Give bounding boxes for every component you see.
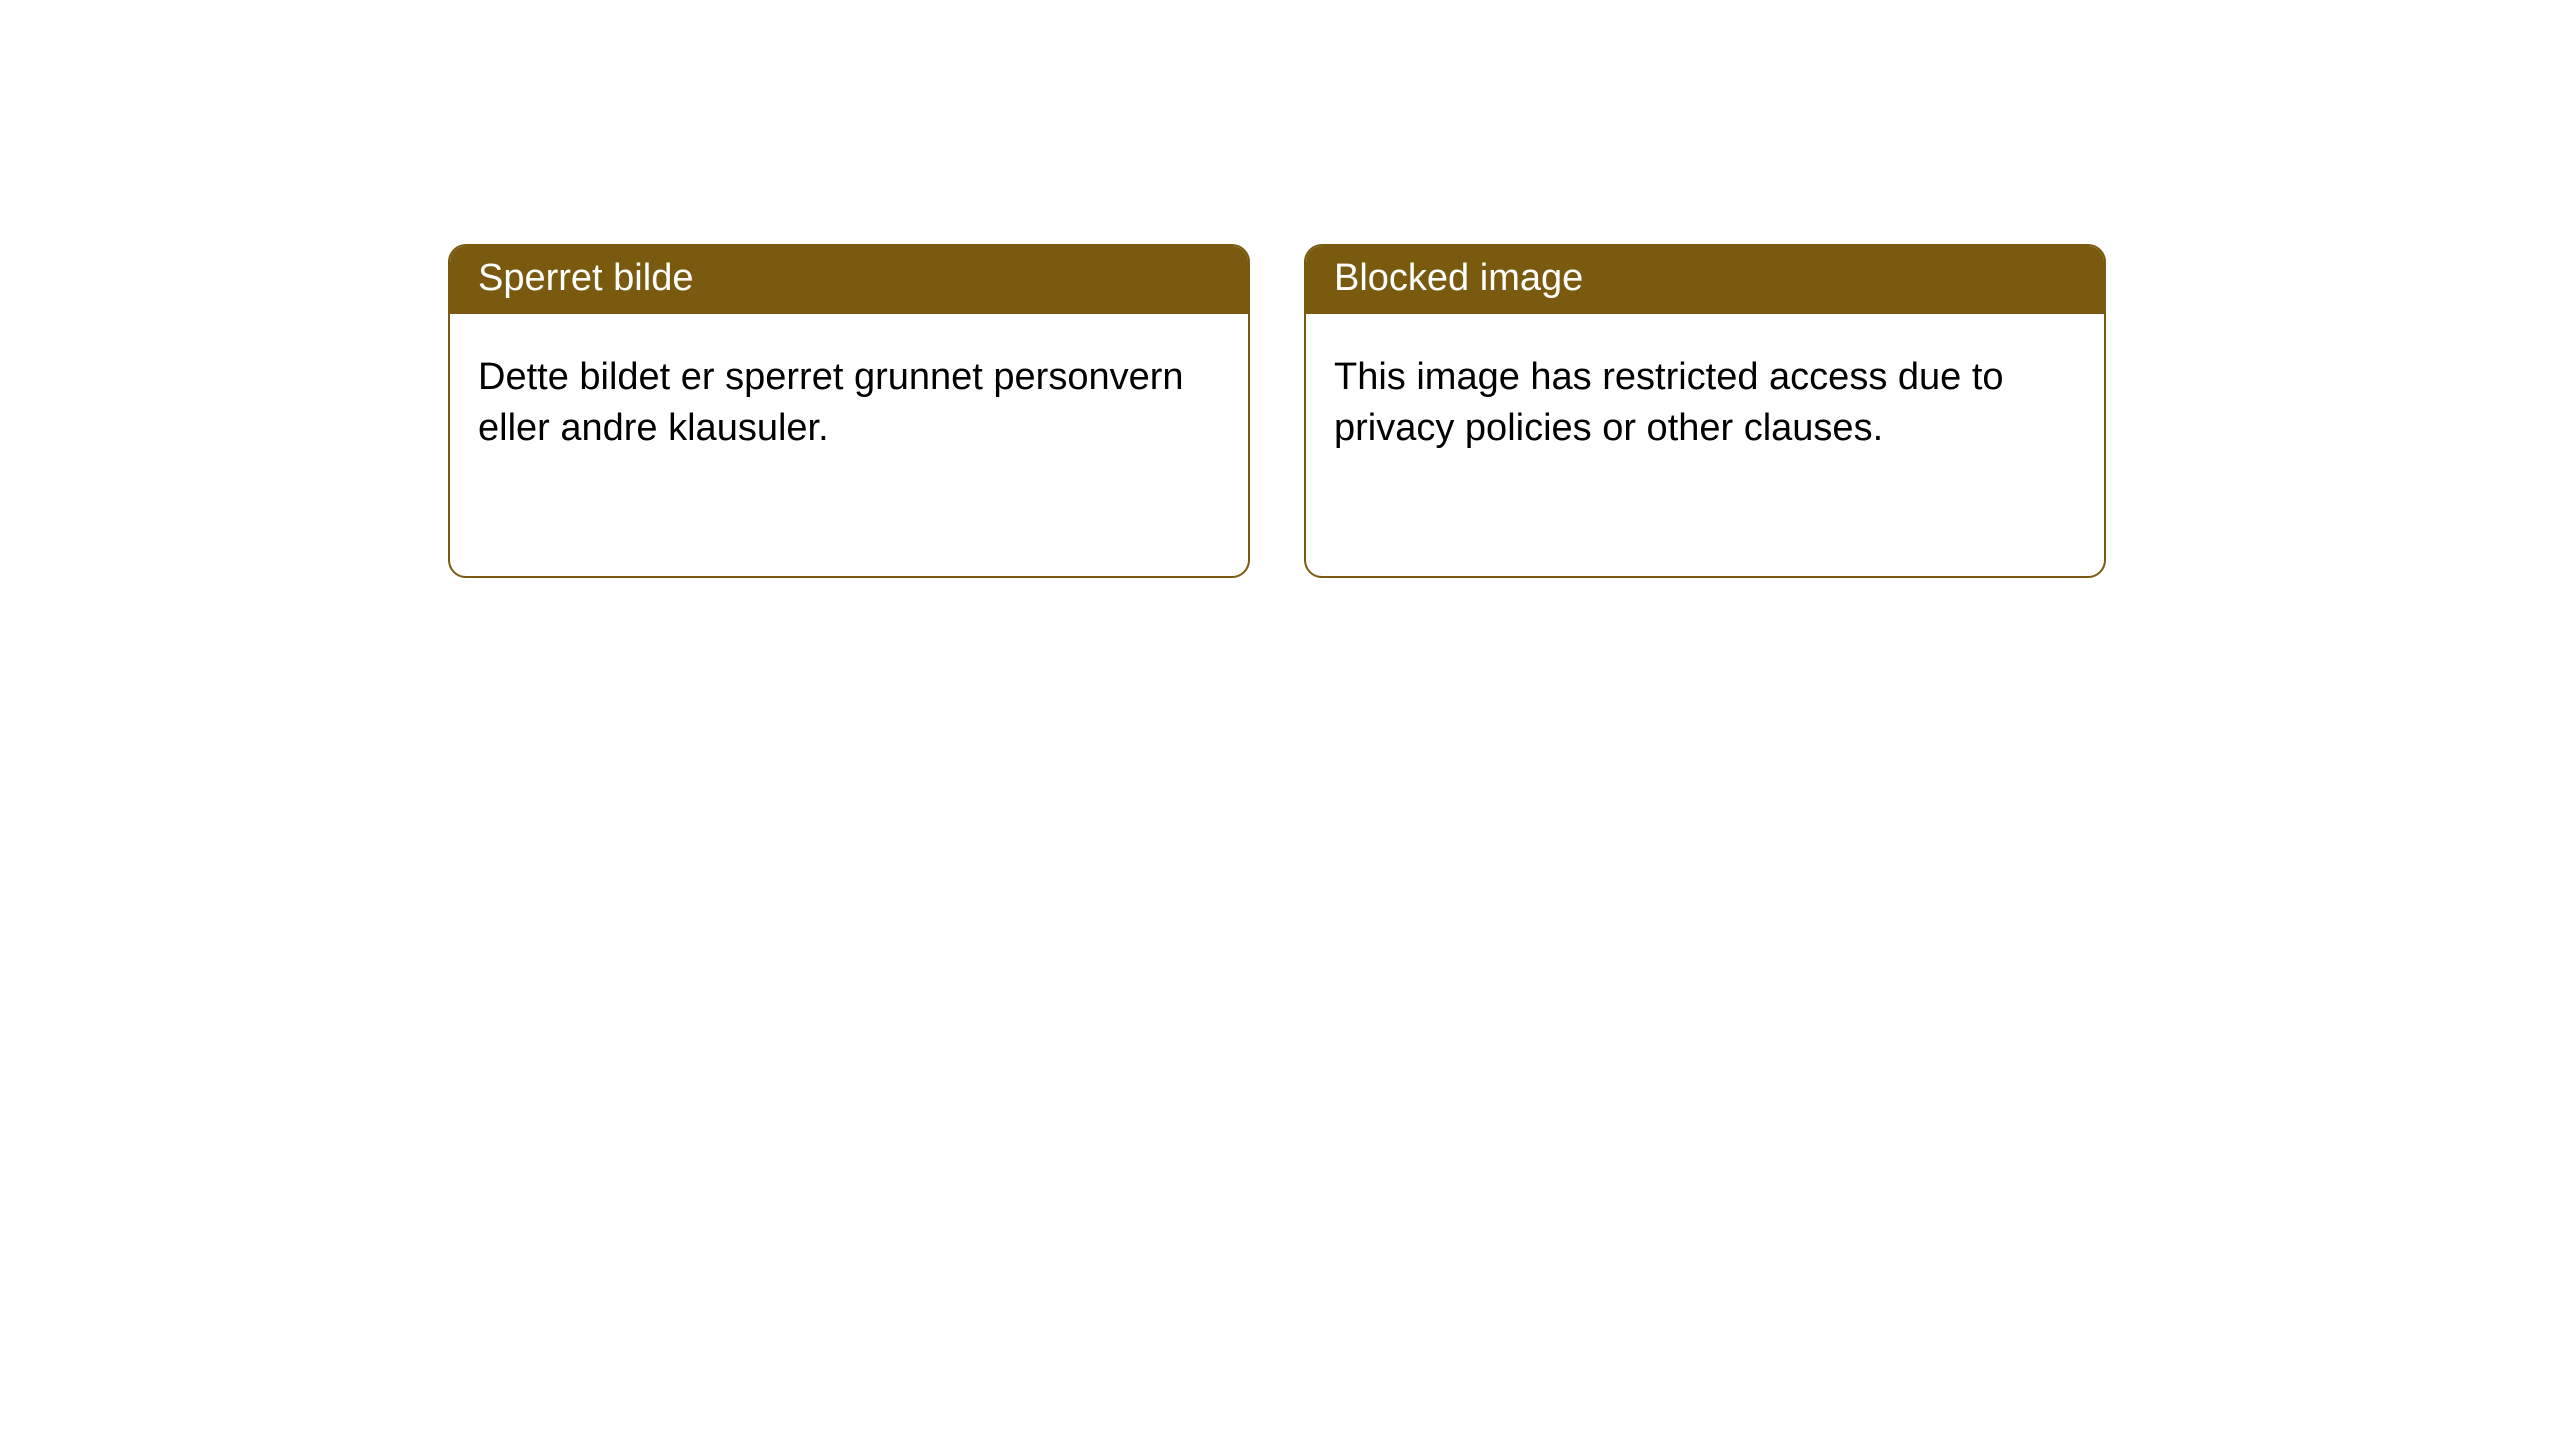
notice-container: Sperret bilde Dette bildet er sperret gr…: [0, 0, 2560, 578]
notice-body: Dette bildet er sperret grunnet personve…: [450, 314, 1248, 493]
notice-header: Sperret bilde: [450, 246, 1248, 314]
notice-header: Blocked image: [1306, 246, 2104, 314]
notice-card-english: Blocked image This image has restricted …: [1304, 244, 2106, 578]
notice-message: Dette bildet er sperret grunnet personve…: [478, 356, 1184, 449]
notice-message: This image has restricted access due to …: [1334, 356, 2004, 449]
notice-card-norwegian: Sperret bilde Dette bildet er sperret gr…: [448, 244, 1250, 578]
notice-title: Blocked image: [1334, 257, 1583, 299]
notice-body: This image has restricted access due to …: [1306, 314, 2104, 493]
notice-title: Sperret bilde: [478, 257, 693, 299]
